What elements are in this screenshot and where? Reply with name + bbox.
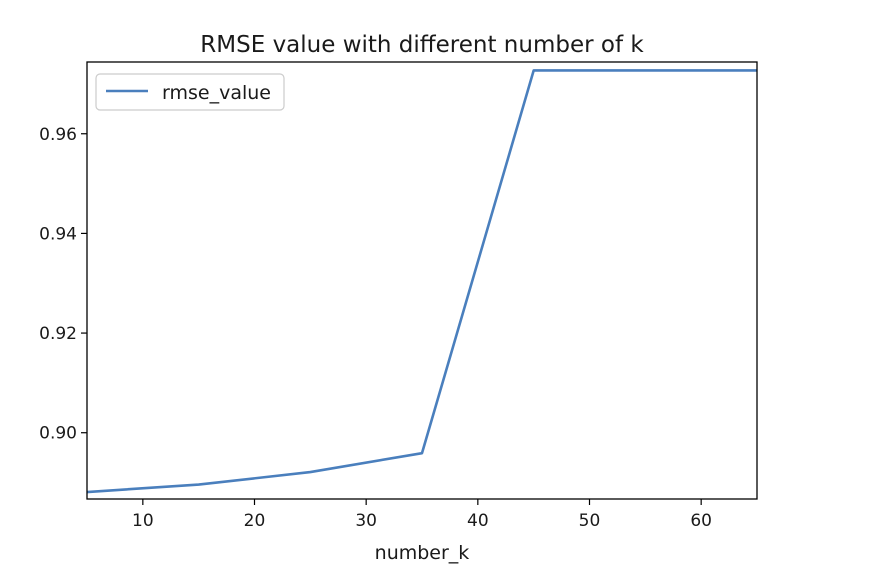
x-tick-label: 60 <box>690 511 712 531</box>
legend: rmse_value <box>95 73 285 111</box>
chart-title: RMSE value with different number of k <box>200 32 644 58</box>
x-tick-label: 50 <box>579 511 601 531</box>
y-tick-label: 0.96 <box>39 125 77 145</box>
legend-label: rmse_value <box>162 82 271 104</box>
x-axis-label: number_k <box>375 542 470 564</box>
y-tick-label: 0.94 <box>39 224 77 244</box>
plot-area <box>86 69 757 494</box>
y-tick-label: 0.92 <box>39 324 77 344</box>
y-tick-label: 0.90 <box>39 424 77 444</box>
y-axis: 0.90 0.92 0.94 0.96 <box>39 125 87 444</box>
x-axis: 10 20 30 40 50 60 <box>132 499 712 531</box>
legend-box <box>95 73 285 111</box>
x-tick-label: 40 <box>467 511 489 531</box>
series-line-rmse_value <box>86 69 757 494</box>
x-tick-label: 10 <box>132 511 154 531</box>
x-tick-label: 30 <box>355 511 377 531</box>
x-tick-label: 20 <box>244 511 266 531</box>
plot-frame <box>86 61 758 500</box>
